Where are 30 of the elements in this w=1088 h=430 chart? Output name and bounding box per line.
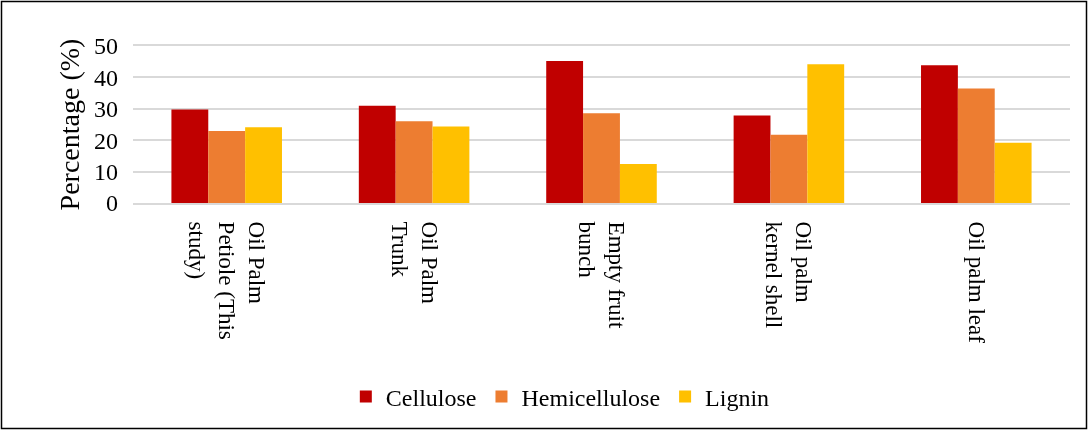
y-axis-title: Percentage (%): [53, 38, 85, 211]
bar: [245, 127, 282, 203]
bar: [807, 64, 845, 203]
bar: [208, 131, 246, 203]
x-tick-label: Oil Palm Petiole (This study): [184, 221, 270, 340]
bar: [921, 65, 958, 203]
bar: [171, 109, 209, 203]
y-tick-label: 40: [94, 64, 118, 91]
y-tick-label: 20: [94, 127, 118, 154]
bar: [358, 105, 396, 203]
bar: [546, 61, 584, 203]
bar: [432, 126, 470, 203]
legend-label: Cellulose: [385, 384, 477, 411]
bar: [619, 164, 657, 203]
bar: [770, 134, 808, 203]
bar: [395, 121, 433, 203]
bar: [994, 142, 1032, 203]
x-tick-label: Oil Palm Trunk: [386, 221, 442, 305]
legend-label: Hemicellulose: [521, 384, 661, 411]
y-tick-label: 30: [94, 96, 118, 123]
y-tick-label: 10: [94, 159, 118, 185]
x-tick-label: Empty fruit bunch: [574, 221, 629, 329]
x-tick-label: Oil palm kernel shell: [761, 221, 817, 329]
bar: [733, 115, 771, 203]
bar: [957, 88, 995, 203]
legend-label: Lignin: [705, 384, 770, 411]
bar: [583, 113, 620, 203]
x-tick-label: Oil palm leaf: [963, 221, 989, 344]
y-tick-label: 50: [94, 33, 118, 60]
y-tick-label: 0: [106, 190, 118, 217]
